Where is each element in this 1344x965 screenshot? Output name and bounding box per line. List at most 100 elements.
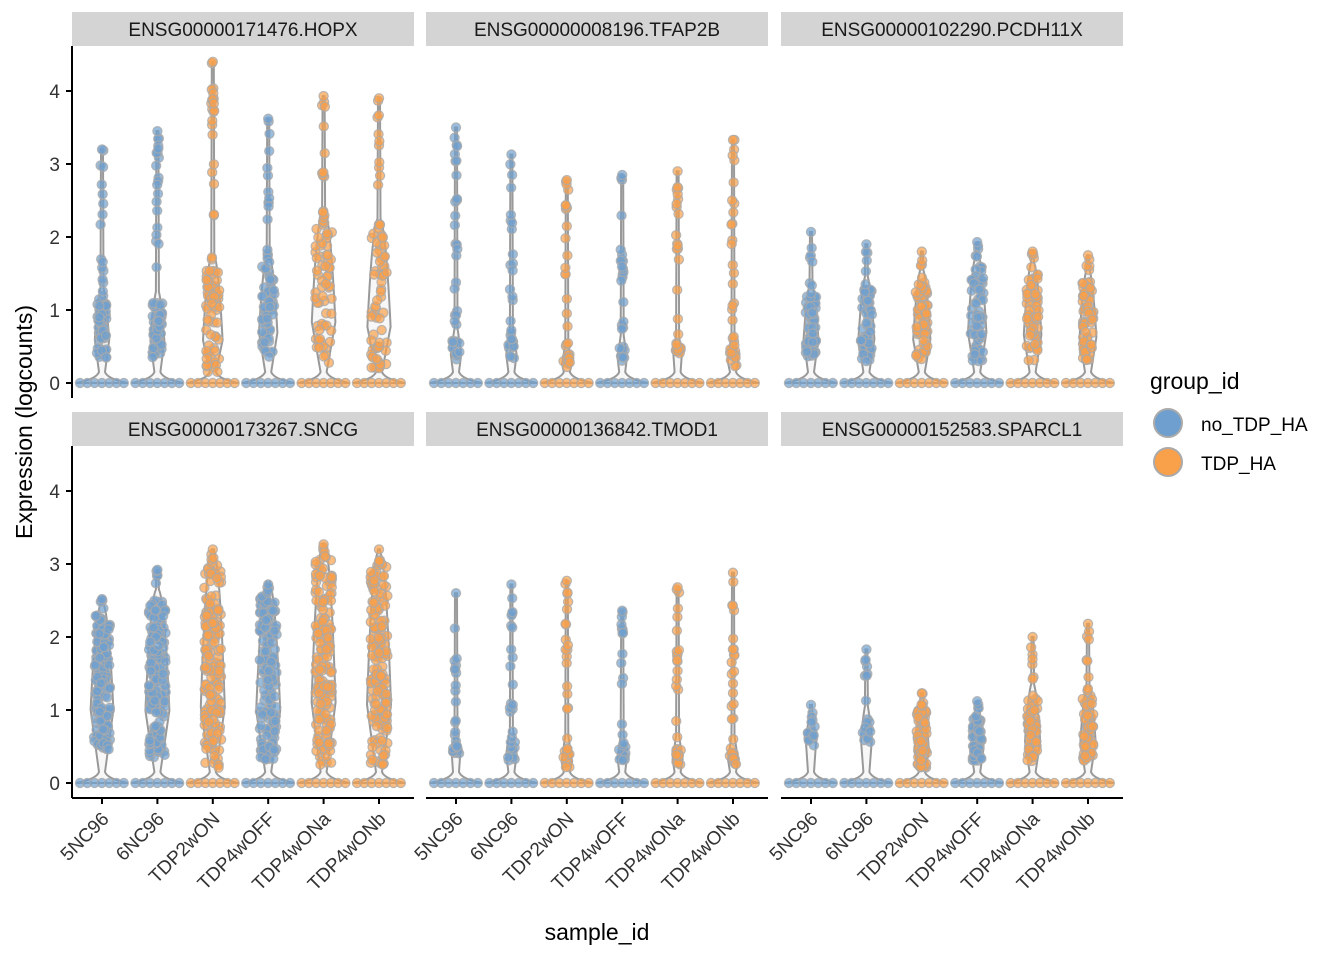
data-point [376,324,387,336]
data-point [1086,339,1097,350]
data-point [159,696,170,707]
data-point [450,696,462,707]
data-point [375,670,387,682]
data-point [264,256,275,268]
data-point [938,377,949,389]
data-point [507,249,519,260]
data-point [326,308,337,319]
data-point [1027,246,1038,257]
data-point [562,250,573,261]
data-point [1023,355,1034,366]
data-point [372,685,383,697]
data-point [340,377,351,389]
facet-panels: ENSG00000171476.HOPX 0 1 2 3 4 ENSG00000008196… [49,12,1123,895]
data-point [151,160,162,171]
data-point [827,777,839,789]
data-point [562,321,573,332]
data-point [313,342,325,353]
data-point [561,220,573,232]
data-point [96,593,108,605]
data-point [672,731,683,743]
data-point [200,661,211,673]
data-point [1025,279,1037,291]
data-point [560,233,571,244]
data-point [374,135,385,147]
y-tick-label: 3 [49,555,60,576]
data-point [202,629,214,641]
data-point [726,195,738,206]
data-point [726,238,737,250]
data-point [211,572,223,584]
data-point [378,570,390,582]
data-point [118,777,130,789]
facet-strip [72,12,414,46]
data-point [729,340,740,351]
data-point [264,145,275,157]
data-point [450,726,461,738]
data-point [583,777,594,789]
data-point [318,167,329,178]
data-point [506,324,517,336]
data-point [507,726,518,737]
data-point [377,232,389,243]
data-point [98,198,109,209]
data-point [507,699,518,711]
legend: group_id no_TDP_HA TDP_HA [1150,368,1308,477]
data-point [672,582,683,593]
data-point [727,314,738,326]
data-point [449,664,461,675]
data-point [319,101,331,113]
data-point [101,692,113,703]
data-point [856,335,867,346]
data-point [1030,736,1042,747]
data-point [315,698,327,710]
data-point [97,209,108,220]
data-point [1082,710,1093,721]
data-point [1104,377,1116,389]
data-point [505,159,516,170]
data-point [1032,311,1044,322]
data-point [96,144,108,155]
data-point [155,299,166,310]
data-point [376,735,388,746]
data-point [972,236,983,248]
data-point [450,588,462,599]
data-point [911,321,922,333]
data-point [673,208,684,220]
x-tick-label: 5NC96 [57,809,114,866]
data-point [269,691,280,702]
data-point [976,753,987,764]
data-point [208,552,219,564]
data-point [472,377,483,389]
data-point [454,346,465,358]
data-point [94,652,105,664]
data-point [976,328,987,340]
data-point [153,315,164,327]
data-point [94,300,105,312]
data-point [265,656,277,667]
data-point [451,155,462,166]
data-point [310,556,322,568]
facet-title: ENSG00000152583.SPARCL1 [822,420,1083,441]
data-point [638,777,650,789]
data-point [505,661,516,672]
data-point [265,707,277,718]
y-tick-label: 4 [49,482,60,503]
data-point [160,656,171,667]
data-point [727,633,739,644]
data-point [583,377,594,389]
data-point [561,174,573,186]
x-axis-title: sample_id [545,919,650,945]
data-point [451,193,463,205]
data-point [673,644,685,656]
data-point [1080,741,1091,752]
data-point [618,737,629,749]
data-point [807,256,818,268]
data-point [451,741,463,752]
data-point [340,777,351,789]
data-point [728,666,740,677]
data-point [447,336,458,348]
data-point [562,639,574,651]
data-point [727,278,739,290]
data-point [507,592,518,604]
